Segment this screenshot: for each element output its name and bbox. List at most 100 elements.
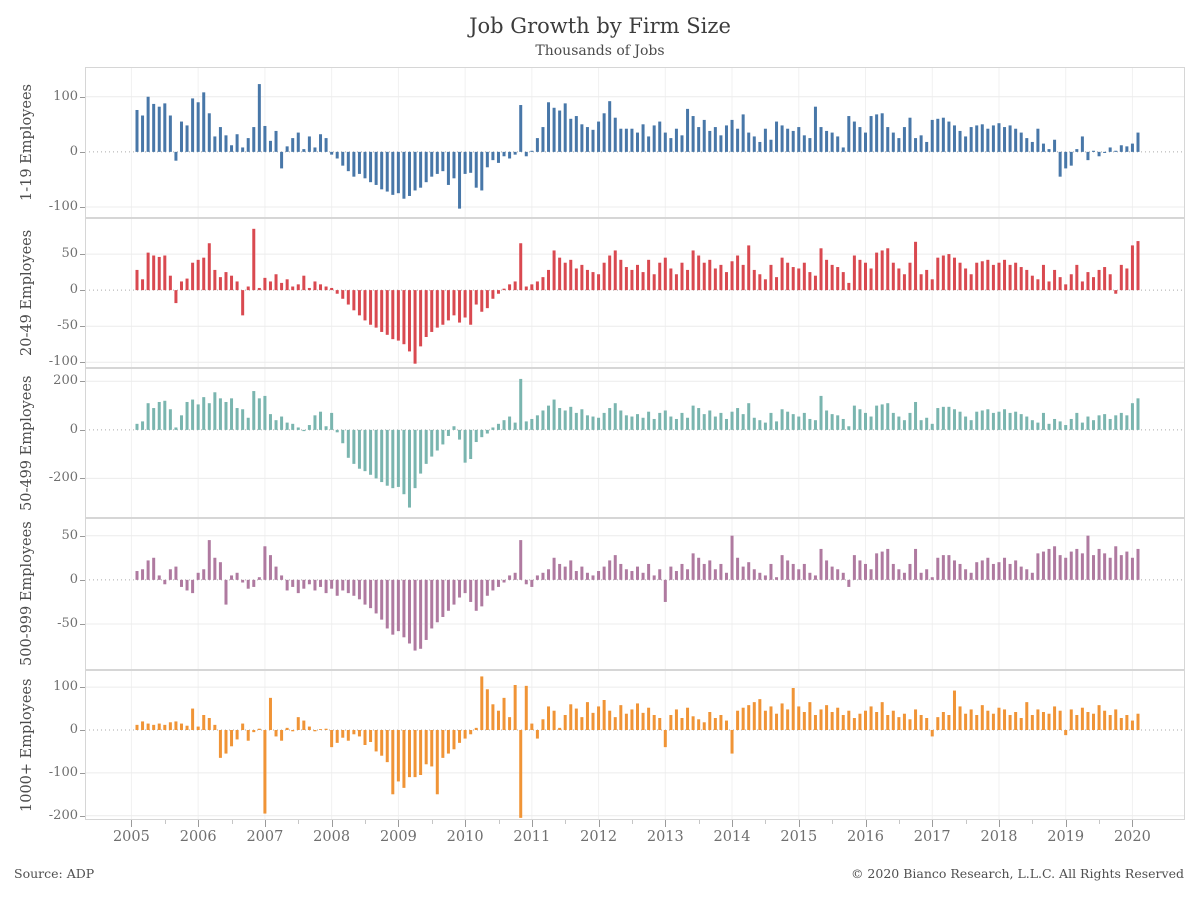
x-tick-label: 2020 <box>1113 829 1151 845</box>
x-minor-tick-mark <box>431 820 433 824</box>
y-tick-mark <box>80 254 85 255</box>
x-tick-mark <box>198 820 200 827</box>
panel-plot-3 <box>85 518 1185 670</box>
x-minor-tick-mark <box>631 820 633 824</box>
panel-label-2: 50-499 Employees <box>19 375 35 511</box>
x-minor-tick-mark <box>164 820 166 824</box>
x-tick-mark <box>1065 820 1067 827</box>
x-tick-label: 2015 <box>780 829 818 845</box>
y-tick-mark <box>80 290 85 291</box>
panel-label-1: 20-49 Employees <box>19 229 35 357</box>
x-tick-mark <box>999 820 1000 827</box>
y-tick-label: -50 <box>57 616 78 632</box>
x-tick-mark <box>665 820 667 827</box>
panel-label-4: 1000+ Employees <box>19 678 35 812</box>
x-minor-tick-mark <box>832 820 834 824</box>
panel-plot-4 <box>85 670 1185 820</box>
x-tick-mark <box>531 820 533 827</box>
y-tick-label: -200 <box>48 470 78 486</box>
x-tick-mark <box>598 820 600 827</box>
y-tick-label: -100 <box>48 198 78 214</box>
x-minor-tick-mark <box>698 820 700 824</box>
panel-plot-2 <box>85 368 1185 518</box>
x-minor-tick-mark <box>298 820 300 824</box>
bars-panel-0 <box>135 84 1140 209</box>
x-tick-label: 2010 <box>446 829 484 845</box>
y-tick-mark <box>80 207 85 208</box>
y-tick-label: 100 <box>53 88 78 104</box>
panel-label-3: 500-999 Employees <box>19 521 35 667</box>
x-minor-tick-mark <box>1099 820 1101 824</box>
x-tick-mark <box>131 820 133 827</box>
x-tick-mark <box>865 820 867 827</box>
source-note: Source: ADP <box>14 866 95 881</box>
y-tick-label: 100 <box>53 679 78 695</box>
x-tick-mark <box>465 820 467 827</box>
y-tick-mark <box>80 97 85 98</box>
x-tick-label: 2008 <box>313 829 351 845</box>
x-tick-label: 2013 <box>646 829 684 845</box>
y-tick-mark <box>80 773 85 774</box>
y-tick-mark <box>80 326 85 327</box>
y-tick-label: -200 <box>48 807 78 823</box>
y-tick-mark <box>80 152 85 153</box>
x-tick-label: 2014 <box>713 829 751 845</box>
y-tick-mark <box>80 381 85 382</box>
panel-plot-0 <box>85 67 1185 218</box>
y-tick-label: 0 <box>69 571 78 587</box>
x-tick-label: 2017 <box>913 829 951 845</box>
x-tick-label: 2011 <box>513 829 551 845</box>
panel-plot-1 <box>85 218 1185 368</box>
bars-panel-1 <box>135 228 1140 364</box>
x-tick-mark <box>932 820 934 827</box>
y-tick-label: 0 <box>69 282 78 298</box>
x-tick-label: 2006 <box>179 829 217 845</box>
y-tick-mark <box>80 430 85 431</box>
x-tick-label: 2016 <box>847 829 884 845</box>
x-tick-mark <box>398 820 400 827</box>
x-tick-label: 2007 <box>246 829 284 845</box>
y-tick-label: -100 <box>48 764 78 780</box>
y-tick-mark <box>80 536 85 537</box>
x-tick-mark <box>264 820 266 827</box>
chart-subtitle: Thousands of Jobs <box>535 43 665 59</box>
copyright-note: © 2020 Bianco Research, L.L.C. All Right… <box>850 866 1184 881</box>
x-minor-tick-mark <box>1032 820 1034 824</box>
panel-label-0: 1-19 Employees <box>19 84 35 201</box>
y-tick-label: -100 <box>48 354 78 370</box>
x-minor-tick-mark <box>565 820 567 824</box>
x-minor-tick-mark <box>365 820 366 824</box>
y-tick-mark <box>80 624 85 625</box>
x-tick-label: 2009 <box>379 829 417 845</box>
y-tick-label: 50 <box>61 246 78 262</box>
y-tick-label: 200 <box>53 373 78 389</box>
y-tick-label: 0 <box>69 421 78 437</box>
y-tick-mark <box>80 816 85 817</box>
y-tick-label: 0 <box>69 143 78 159</box>
x-minor-tick-mark <box>898 820 900 824</box>
x-tick-label: 2019 <box>1047 829 1085 845</box>
x-minor-tick-mark <box>965 820 967 824</box>
y-tick-mark <box>80 730 85 731</box>
x-tick-mark <box>1132 820 1134 827</box>
x-minor-tick-mark <box>231 820 233 824</box>
y-tick-label: 50 <box>61 527 78 543</box>
y-tick-mark <box>80 687 85 688</box>
x-tick-mark <box>798 820 800 827</box>
y-tick-mark <box>80 580 85 581</box>
y-tick-mark <box>80 362 85 363</box>
x-tick-label: 2018 <box>980 829 1018 845</box>
x-minor-tick-mark <box>765 820 767 824</box>
bars-panel-3 <box>135 535 1140 651</box>
bars-panel-2 <box>135 378 1140 508</box>
chart-title: Job Growth by Firm Size <box>469 14 731 38</box>
x-tick-label: 2005 <box>112 829 150 845</box>
bars-panel-4 <box>135 676 1140 818</box>
x-tick-mark <box>331 820 333 827</box>
y-tick-label: -50 <box>57 318 78 334</box>
x-minor-tick-mark <box>498 820 500 824</box>
x-tick-mark <box>732 820 733 827</box>
x-tick-label: 2012 <box>580 829 618 845</box>
y-tick-label: 0 <box>69 722 78 737</box>
